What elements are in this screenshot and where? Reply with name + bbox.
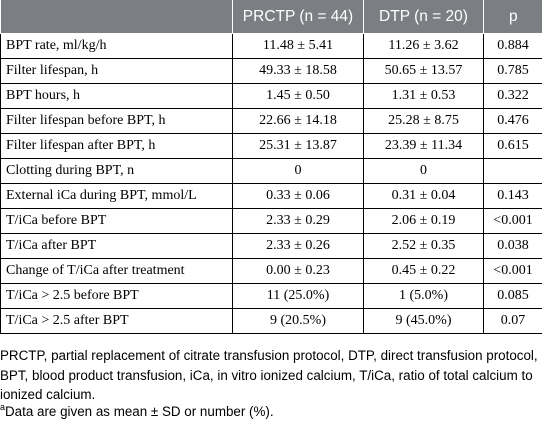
prctp-value-cell: 2.33 ± 0.26 (232, 233, 364, 259)
header-cell-p: p (483, 0, 542, 34)
p-value-cell: 0.07 (483, 308, 542, 334)
prctp-value-cell: 11.48 ± 5.41 (232, 33, 364, 59)
table-row: Change of T/iCa after treatment 0.00 ± 0.… (0, 258, 542, 284)
table-row: BPT hours, h 1.45 ± 0.50 1.31 ± 0.53 0.322 (0, 83, 542, 109)
p-value-cell: 0.085 (483, 283, 542, 309)
footnote-text: Data are given as mean ± SD or number (%… (5, 404, 274, 419)
prctp-value-cell: 0.00 ± 0.23 (232, 258, 364, 284)
p-value-cell: 0.322 (483, 83, 542, 109)
prctp-value-cell: 0 (232, 158, 364, 184)
dtp-value-cell: 0.45 ± 0.22 (363, 258, 484, 284)
table-row: T/iCa > 2.5 before BPT 11 (25.0%) 1 (5.0%)… (0, 283, 542, 309)
dtp-value-cell: 11.26 ± 3.62 (363, 33, 484, 59)
prctp-value-cell: 9 (20.5%) (232, 308, 364, 334)
table-row: Filter lifespan before BPT, h 22.66 ± 14.… (0, 108, 542, 134)
header-cell-dtp: DTP (n = 20) (363, 0, 484, 34)
table-row: Filter lifespan after BPT, h 25.31 ± 13.8… (0, 133, 542, 159)
p-value-cell: 0.476 (483, 108, 542, 134)
p-value-cell: 0.884 (483, 33, 542, 59)
prctp-value-cell: 1.45 ± 0.50 (232, 83, 364, 109)
header-row: PRCTP (n = 44) DTP (n = 20) p (0, 0, 542, 34)
data-table: PRCTP (n = 44) DTP (n = 20) p BPT rate, … (0, 0, 542, 334)
row-label-cell: T/iCa > 2.5 after BPT (0, 308, 233, 334)
prctp-value-cell: 49.33 ± 18.58 (232, 58, 364, 84)
row-label-cell: Change of T/iCa after treatment (0, 258, 233, 284)
row-label-cell: BPT rate, ml/kg/h (0, 33, 233, 59)
dtp-value-cell: 2.52 ± 0.35 (363, 233, 484, 259)
prctp-value-cell: 2.33 ± 0.29 (232, 208, 364, 234)
table-row: Filter lifespan, h 49.33 ± 18.58 50.65 ± 1… (0, 58, 542, 84)
dtp-value-cell: 50.65 ± 13.57 (363, 58, 484, 84)
row-label-cell: External iCa during BPT, mmol/L (0, 183, 233, 209)
caption-text: PRCTP, partial replacement of citrate tr… (0, 348, 538, 402)
prctp-value-cell: 0.33 ± 0.06 (232, 183, 364, 209)
row-label-cell: T/iCa after BPT (0, 233, 233, 259)
p-value-cell: 0.143 (483, 183, 542, 209)
row-label-cell: Filter lifespan before BPT, h (0, 108, 233, 134)
table-row: T/iCa before BPT 2.33 ± 0.29 2.06 ± 0.19 <0… (0, 208, 542, 234)
p-value-cell: <0.001 (483, 208, 542, 234)
dtp-value-cell: 2.06 ± 0.19 (363, 208, 484, 234)
row-label-cell: Clotting during BPT, n (0, 158, 233, 184)
p-value-cell (483, 158, 542, 184)
table-footnote: aData are given as mean ± SD or number (… (0, 402, 274, 419)
table-row: T/iCa after BPT 2.33 ± 0.26 2.52 ± 0.35 0.0… (0, 233, 542, 259)
dtp-value-cell: 0 (363, 158, 484, 184)
header-cell-prctp: PRCTP (n = 44) (232, 0, 364, 34)
p-value-cell: 0.785 (483, 58, 542, 84)
row-label-cell: T/iCa before BPT (0, 208, 233, 234)
dtp-value-cell: 23.39 ± 11.34 (363, 133, 484, 159)
row-label-cell: Filter lifespan, h (0, 58, 233, 84)
dtp-value-cell: 25.28 ± 8.75 (363, 108, 484, 134)
p-value-cell: 0.038 (483, 233, 542, 259)
header-cell-label (0, 0, 233, 34)
table-caption: PRCTP, partial replacement of citrate tr… (0, 346, 542, 405)
table-row: External iCa during BPT, mmol/L 0.33 ± 0.… (0, 183, 542, 209)
dtp-value-cell: 9 (45.0%) (363, 308, 484, 334)
table-row: BPT rate, ml/kg/h 11.48 ± 5.41 11.26 ± 3.6… (0, 33, 542, 59)
data-table-container: PRCTP (n = 44) DTP (n = 20) p BPT rate, … (0, 0, 542, 334)
dtp-value-cell: 1 (5.0%) (363, 283, 484, 309)
dtp-value-cell: 0.31 ± 0.04 (363, 183, 484, 209)
prctp-value-cell: 22.66 ± 14.18 (232, 108, 364, 134)
dtp-value-cell: 1.31 ± 0.53 (363, 83, 484, 109)
p-value-cell: 0.615 (483, 133, 542, 159)
row-label-cell: BPT hours, h (0, 83, 233, 109)
prctp-value-cell: 11 (25.0%) (232, 283, 364, 309)
p-value-cell: <0.001 (483, 258, 542, 284)
footnote-marker: a (0, 402, 6, 412)
row-label-cell: T/iCa > 2.5 before BPT (0, 283, 233, 309)
row-label-cell: Filter lifespan after BPT, h (0, 133, 233, 159)
table-row: T/iCa > 2.5 after BPT 9 (20.5%) 9 (45.0%) 0… (0, 308, 542, 334)
prctp-value-cell: 25.31 ± 13.87 (232, 133, 364, 159)
